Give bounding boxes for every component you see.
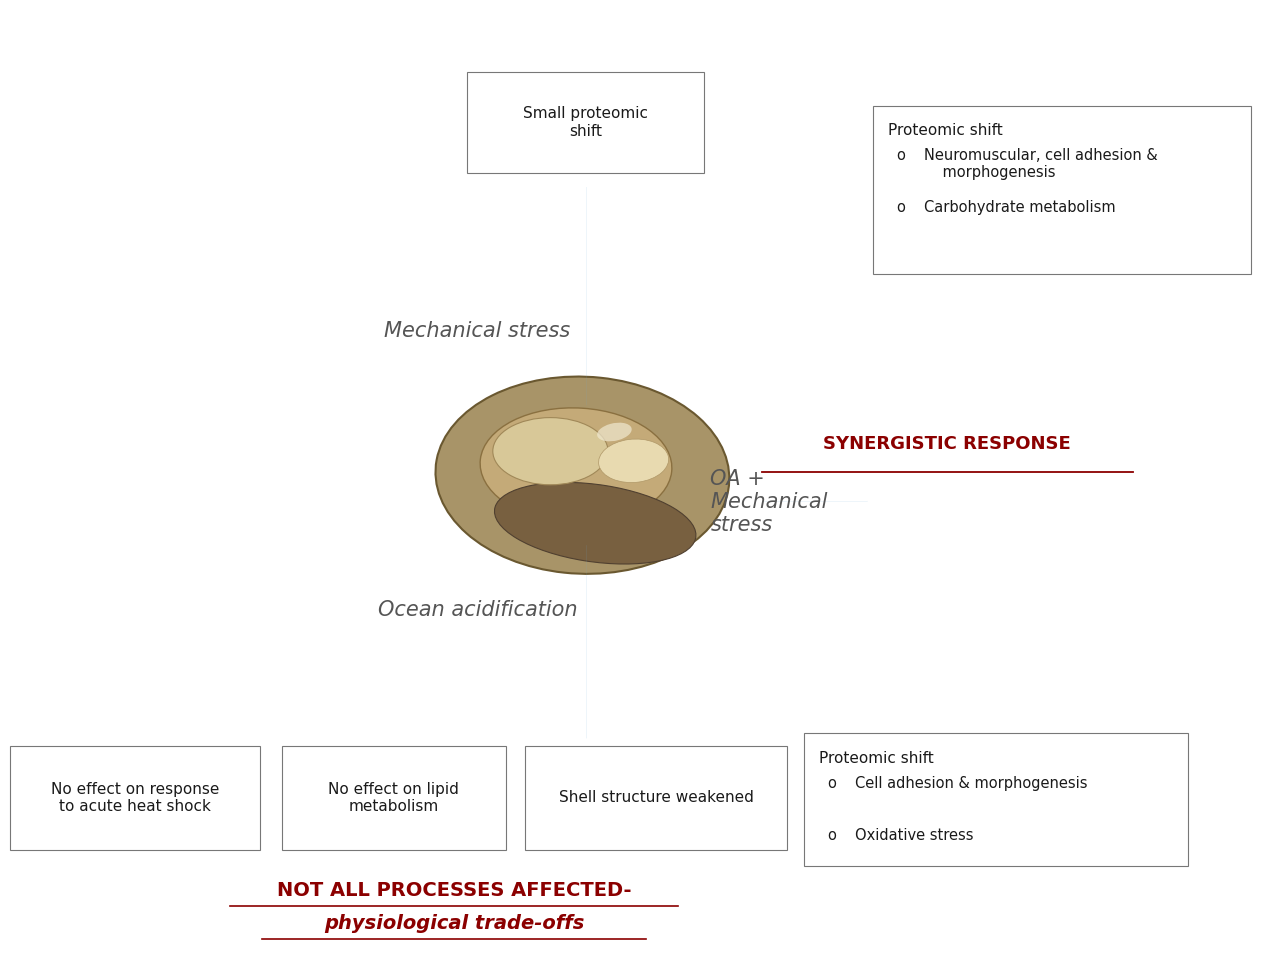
- Text: Shell structure weakened: Shell structure weakened: [558, 790, 754, 805]
- Text: Proteomic shift: Proteomic shift: [888, 123, 1004, 138]
- Text: Neuromuscular, cell adhesion &
    morphogenesis: Neuromuscular, cell adhesion & morphogen…: [924, 148, 1158, 180]
- Ellipse shape: [493, 418, 608, 485]
- Text: o: o: [827, 776, 836, 791]
- Text: o: o: [896, 200, 905, 215]
- FancyBboxPatch shape: [467, 72, 704, 173]
- Ellipse shape: [599, 439, 668, 483]
- Text: Mechanical stress: Mechanical stress: [384, 322, 571, 341]
- Text: Oxidative stress: Oxidative stress: [855, 828, 974, 843]
- FancyBboxPatch shape: [525, 746, 787, 850]
- Text: Proteomic shift: Proteomic shift: [819, 751, 934, 766]
- FancyBboxPatch shape: [10, 746, 260, 850]
- Text: Carbohydrate metabolism: Carbohydrate metabolism: [924, 200, 1116, 215]
- Text: physiological trade-offs: physiological trade-offs: [324, 914, 585, 933]
- Text: Small proteomic
shift: Small proteomic shift: [524, 107, 648, 138]
- Text: No effect on lipid
metabolism: No effect on lipid metabolism: [328, 781, 460, 814]
- Text: NOT ALL PROCESSES AFFECTED-: NOT ALL PROCESSES AFFECTED-: [278, 881, 631, 900]
- Text: o: o: [896, 148, 905, 163]
- Text: SYNERGISTIC RESPONSE: SYNERGISTIC RESPONSE: [823, 435, 1071, 452]
- Ellipse shape: [435, 376, 730, 574]
- Text: No effect on response
to acute heat shock: No effect on response to acute heat shoc…: [51, 781, 219, 814]
- Ellipse shape: [494, 482, 696, 564]
- Ellipse shape: [480, 408, 672, 523]
- FancyBboxPatch shape: [804, 733, 1188, 866]
- Text: Ocean acidification: Ocean acidification: [378, 600, 577, 619]
- FancyBboxPatch shape: [873, 106, 1251, 274]
- Ellipse shape: [596, 422, 632, 442]
- Text: o: o: [827, 828, 836, 843]
- FancyBboxPatch shape: [282, 746, 506, 850]
- Text: Cell adhesion & morphogenesis: Cell adhesion & morphogenesis: [855, 776, 1088, 791]
- Text: OA +
Mechanical
stress: OA + Mechanical stress: [710, 468, 828, 536]
